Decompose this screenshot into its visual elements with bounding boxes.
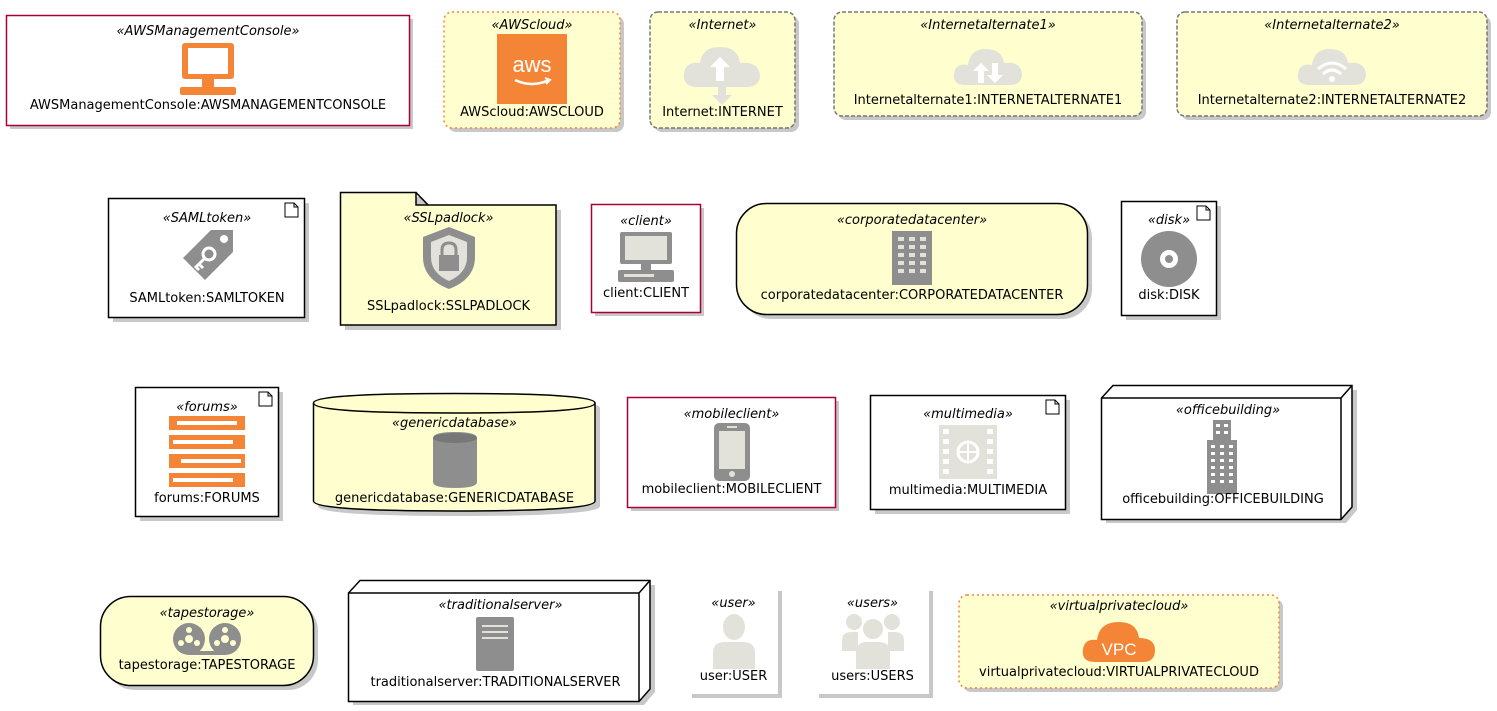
node-label: client:CLIENT bbox=[602, 286, 690, 301]
node-stereotype: «user» bbox=[711, 596, 756, 611]
node-label: Internetalternate2:INTERNETALTERNATE2 bbox=[1197, 93, 1467, 108]
cloud-arrows-icon bbox=[953, 49, 1022, 85]
node-stereotype: «SSLpadlock» bbox=[403, 211, 494, 226]
node-sslpadlock: «SSLpadlock» SSLpadlock:SSLPADLOCK bbox=[339, 191, 561, 330]
mobile-phone-icon bbox=[713, 423, 750, 481]
monitor-icon bbox=[180, 43, 236, 95]
node-label: AWSManagementConsole:AWSMANAGEMENTCONSOL… bbox=[29, 98, 387, 113]
internet-cloud-icon bbox=[683, 47, 760, 105]
node-border bbox=[134, 386, 283, 521]
node-stereotype: «traditionalserver» bbox=[438, 598, 563, 613]
node-internetalternate2: «Internetalternate2» Internetalternate2:… bbox=[1176, 11, 1491, 120]
node-stereotype: «client» bbox=[620, 214, 672, 229]
node-stereotype: «Internet» bbox=[688, 18, 757, 33]
node-label: user:USER bbox=[699, 669, 768, 684]
node-samltoken: «SAMLtoken» SAMLtoken:SAMLTOKEN bbox=[107, 197, 309, 322]
forums-icon bbox=[169, 416, 245, 487]
node-stereotype: «Internetalternate2» bbox=[1264, 18, 1400, 33]
node-label: SSLpadlock:SSLPADLOCK bbox=[366, 299, 531, 314]
node-stereotype: «genericdatabase» bbox=[392, 416, 517, 431]
node-forums: «forums» forums:FORUMS bbox=[134, 386, 283, 521]
shield-lock-icon bbox=[422, 227, 475, 289]
node-label: Internet:INTERNET bbox=[662, 105, 783, 120]
node-internet: «Internet» Internet:INTERNET bbox=[649, 11, 799, 132]
node-label: genericdatabase:GENERICDATABASE bbox=[334, 491, 575, 506]
node-stereotype: «mobileclient» bbox=[683, 407, 780, 422]
node-internetalternate1: «Internetalternate1» Internetalternate1:… bbox=[833, 11, 1146, 120]
node-mobileclient: «mobileclient» mobileclient:MOBILECLIENT bbox=[626, 396, 839, 511]
node-users: «users» users:USERS bbox=[815, 587, 933, 698]
node-multimedia: «multimedia» multimedia:MULTIMEDIA bbox=[869, 394, 1070, 514]
node-border bbox=[815, 587, 933, 698]
node-stereotype: «forums» bbox=[176, 400, 238, 415]
node-stereotype: «AWScloud» bbox=[491, 18, 573, 33]
server-icon bbox=[475, 617, 514, 671]
user-icon bbox=[712, 614, 755, 669]
disk-icon bbox=[1141, 231, 1197, 287]
vpc-cloud-icon: VPC bbox=[1082, 622, 1155, 662]
node-awscloud: «AWScloud» aws AWScloud:AWSCLOUD bbox=[443, 11, 624, 132]
key-tag-icon bbox=[183, 230, 233, 280]
aws-logo-icon: aws bbox=[497, 34, 567, 104]
cloud-wifi-icon bbox=[1297, 49, 1366, 85]
node-label: tapestorage:TAPESTORAGE bbox=[118, 658, 296, 673]
node-client: «client» client:CLIENT bbox=[590, 203, 704, 316]
node-label: Internetalternate1:INTERNETALTERNATE1 bbox=[853, 93, 1123, 108]
film-icon bbox=[939, 425, 997, 479]
node-label: corporatedatacenter:CORPORATEDATACENTER bbox=[760, 288, 1064, 303]
node-awsmanagementconsole: «AWSManagementConsole» AWSManagementCons… bbox=[5, 14, 413, 129]
node-label: virtualprivatecloud:VIRTUALPRIVATECLOUD bbox=[979, 665, 1259, 680]
node-stereotype: «tapestorage» bbox=[159, 606, 255, 621]
node-label: users:USERS bbox=[831, 669, 914, 684]
node-corporatedatacenter: «corporatedatacenter» corporatedatacente… bbox=[735, 202, 1092, 319]
node-stereotype: «corporatedatacenter» bbox=[836, 213, 988, 228]
node-genericdatabase: «genericdatabase» genericdatabase:GENERI… bbox=[312, 392, 600, 516]
node-stereotype: «users» bbox=[846, 596, 899, 611]
node-label: traditionalserver:TRADITIONALSERVER bbox=[370, 675, 621, 690]
node-stereotype: «disk» bbox=[1147, 213, 1191, 228]
users-icon bbox=[841, 614, 904, 669]
node-officebuilding: «officebuilding» officebuilding:OFFICEBU… bbox=[1100, 384, 1357, 523]
node-label: forums:FORUMS bbox=[154, 491, 260, 506]
node-stereotype: «AWSManagementConsole» bbox=[116, 24, 300, 39]
node-label: AWScloud:AWSCLOUD bbox=[460, 105, 604, 120]
node-stereotype: «virtualprivatecloud» bbox=[1049, 599, 1189, 614]
vpc-logo-text: VPC bbox=[1102, 640, 1137, 659]
office-building-icon bbox=[1207, 420, 1237, 494]
node-label: disk:DISK bbox=[1138, 288, 1200, 303]
node-label: SAMLtoken:SAMLTOKEN bbox=[129, 291, 285, 306]
database-icon bbox=[432, 432, 477, 488]
node-stereotype: «officebuilding» bbox=[1175, 403, 1281, 418]
node-stereotype: «SAMLtoken» bbox=[162, 211, 252, 226]
node-label: officebuilding:OFFICEBUILDING bbox=[1122, 492, 1324, 507]
datacenter-icon bbox=[892, 231, 932, 285]
tape-reels-icon bbox=[173, 623, 241, 655]
node-label: multimedia:MULTIMEDIA bbox=[888, 483, 1048, 498]
node-border bbox=[688, 587, 782, 698]
aws-logo-text: aws bbox=[512, 52, 551, 77]
desktop-computer-icon bbox=[618, 232, 674, 282]
node-user: «user» user:USER bbox=[688, 587, 782, 698]
node-traditionalserver: «traditionalserver» traditionalserver:TR… bbox=[347, 579, 655, 705]
node-virtualprivatecloud: «virtualprivatecloud» VPC virtualprivate… bbox=[958, 594, 1283, 692]
node-stereotype: «Internetalternate1» bbox=[920, 18, 1056, 33]
node-tapestorage: «tapestorage» tapestorage:TAPESTORAGE bbox=[99, 595, 318, 690]
node-disk: «disk» disk:DISK bbox=[1120, 200, 1221, 320]
node-label: mobileclient:MOBILECLIENT bbox=[641, 482, 822, 497]
node-stereotype: «multimedia» bbox=[923, 407, 1013, 422]
